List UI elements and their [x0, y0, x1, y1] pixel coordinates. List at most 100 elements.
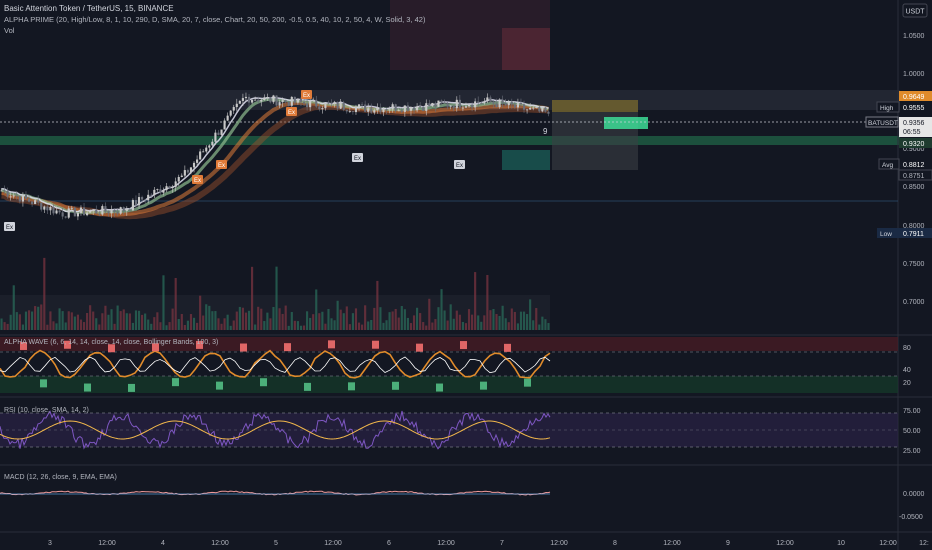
candle-body — [180, 175, 183, 177]
candle-body — [9, 196, 12, 198]
avg-tag — [878, 158, 900, 170]
candle-body — [104, 206, 107, 212]
alpha-wave-oversold-band — [0, 376, 898, 393]
candle-body — [474, 101, 477, 108]
candle-body — [0, 190, 3, 192]
candle-body — [443, 102, 446, 104]
volume-bar — [364, 305, 367, 330]
volume-bar — [507, 322, 510, 330]
volume-zone — [0, 295, 550, 330]
candle-body — [275, 95, 278, 106]
alpha-wave-top-signal — [416, 343, 423, 352]
volume-bar — [388, 312, 391, 330]
volume-bar — [278, 308, 281, 330]
volume-bar — [3, 322, 6, 330]
candle-body — [416, 106, 419, 111]
time-tick: 12:00 — [324, 540, 342, 547]
volume-bar — [382, 322, 385, 330]
candle-body — [186, 170, 189, 173]
candle-body — [46, 206, 49, 211]
marker-ex[interactable]: Ex — [301, 90, 312, 99]
candle-body — [464, 106, 468, 108]
symbol-label: BATUSDT — [868, 120, 898, 127]
marker-ex-label: Ex — [456, 163, 463, 169]
volume-bar — [247, 310, 251, 330]
alpha-wave-top-signal — [196, 340, 203, 349]
volume-bar — [82, 322, 86, 330]
volume-bar — [522, 311, 526, 330]
alpha-wave-bottom-signal — [260, 378, 267, 387]
candle-body — [263, 97, 266, 101]
currency-button[interactable] — [902, 3, 928, 18]
time-tick: 8 — [613, 540, 617, 547]
candle-body — [425, 103, 428, 111]
candle-body — [532, 107, 535, 109]
volume-bar — [12, 285, 15, 330]
time-tick: 12:00 — [211, 540, 229, 547]
volume-bar — [480, 321, 483, 330]
candle-body — [196, 159, 199, 163]
volume-bar — [196, 322, 199, 330]
candle-body — [446, 103, 449, 107]
volume-bar — [342, 313, 345, 330]
alpha-wave-top-signal — [20, 341, 27, 350]
price-tick: 0.8000 — [903, 223, 925, 230]
marker-ex[interactable]: Ex — [192, 175, 203, 184]
candle-body — [168, 186, 171, 189]
candle-body — [296, 98, 299, 103]
volume-bar — [79, 319, 83, 330]
candle-body — [373, 110, 376, 113]
candle-body — [434, 102, 437, 107]
candle-body — [12, 195, 15, 197]
candle-body — [70, 207, 73, 209]
candle-body — [73, 207, 76, 217]
candle-body — [281, 100, 284, 103]
rsi-tick: 50.00 — [903, 428, 921, 435]
volume-bar — [214, 311, 217, 330]
volume-bar — [229, 325, 232, 330]
volume-bar — [284, 305, 287, 330]
candle-body — [544, 107, 547, 112]
time-tick: 12:00 — [663, 540, 681, 547]
alpha-wave-top-signal — [504, 343, 511, 352]
candle-body — [501, 99, 504, 103]
candle-body — [55, 210, 58, 214]
candle-body — [254, 99, 257, 101]
high-value: 0.9555 — [903, 105, 925, 112]
volume-bar — [156, 312, 159, 330]
volume-bar — [281, 313, 284, 330]
candle-body — [354, 107, 358, 113]
volume-bar — [73, 316, 76, 330]
candle-body — [535, 107, 538, 108]
volume-bar — [339, 309, 342, 330]
candle-body — [422, 106, 425, 111]
candle-body — [43, 206, 46, 210]
marker-ex[interactable]: Ex — [4, 222, 15, 231]
support-zone — [0, 136, 900, 145]
candle-body — [513, 104, 516, 108]
marker-ex[interactable]: Ex — [216, 160, 227, 169]
volume-bar — [21, 324, 24, 330]
candle-body — [141, 197, 144, 200]
volume-bar — [122, 309, 125, 330]
marker-ex[interactable]: Ex — [286, 107, 297, 116]
volume-bar — [168, 322, 171, 330]
alpha-wave-tick: 80 — [903, 345, 911, 352]
candle-body — [205, 147, 208, 152]
candle-body — [156, 189, 159, 190]
volume-bar — [272, 306, 275, 330]
candle-body — [519, 102, 523, 105]
target-box — [604, 117, 648, 129]
volume-bar — [306, 311, 309, 330]
price-tick: 0.8500 — [903, 184, 925, 191]
projection-zone-upper-inner — [502, 28, 550, 70]
candle-body — [522, 104, 526, 110]
volume-bar — [64, 322, 67, 330]
volume-bar — [18, 314, 21, 330]
volume-bar — [131, 322, 134, 330]
candle-body — [541, 107, 544, 112]
volume-bar — [406, 317, 409, 330]
marker-ex[interactable]: Ex — [454, 160, 465, 169]
marker-ex[interactable]: Ex — [352, 153, 363, 162]
